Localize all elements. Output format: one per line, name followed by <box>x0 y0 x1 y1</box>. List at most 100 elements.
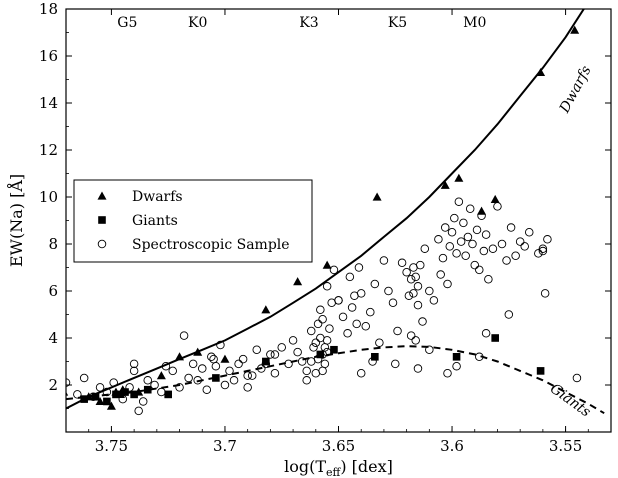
spectral-type-label: M0 <box>463 15 486 31</box>
data-point <box>325 324 334 333</box>
data-point <box>536 67 546 77</box>
data-point <box>143 376 152 385</box>
data-point <box>322 260 332 269</box>
data-point <box>481 329 491 338</box>
y-tick-label: 4 <box>48 329 58 347</box>
data-point <box>329 265 339 275</box>
x-tick-label: 3.65 <box>322 437 355 455</box>
data-point <box>493 202 502 211</box>
data-point <box>257 364 266 373</box>
data-point <box>109 378 118 387</box>
data-point <box>334 296 343 305</box>
data-point <box>506 223 516 232</box>
data-point <box>570 25 580 34</box>
legend-marker <box>97 239 107 249</box>
data-point <box>425 286 434 296</box>
data-point <box>404 291 414 300</box>
data-point <box>102 387 112 397</box>
data-point <box>361 322 371 331</box>
x-tick-label: 3.55 <box>549 437 582 455</box>
data-point <box>525 227 534 237</box>
legend-box <box>73 179 313 263</box>
data-point <box>229 376 239 385</box>
data-point <box>188 359 198 369</box>
data-point <box>343 329 352 338</box>
data-point <box>316 350 325 359</box>
data-point <box>297 357 307 366</box>
data-point <box>193 376 202 385</box>
data-point <box>129 359 139 369</box>
data-point <box>445 242 455 251</box>
y-tick-label: 2 <box>48 376 58 394</box>
legend-entry-label: Spectroscopic Sample <box>132 237 290 253</box>
data-point <box>440 223 450 232</box>
data-point <box>116 389 125 398</box>
y-tick-label: 10 <box>39 188 58 206</box>
data-point <box>491 334 499 342</box>
data-point <box>454 197 464 206</box>
data-point <box>572 373 582 383</box>
data-point <box>434 235 443 244</box>
data-point <box>402 267 411 277</box>
data-point <box>80 395 88 403</box>
data-point <box>488 244 498 253</box>
data-point <box>388 298 398 308</box>
data-point <box>406 275 416 284</box>
data-point <box>179 331 189 340</box>
data-point <box>443 279 452 289</box>
data-point <box>484 275 493 284</box>
data-point <box>409 289 418 298</box>
data-point <box>138 397 148 406</box>
data-point <box>370 279 380 289</box>
data-point <box>411 336 420 345</box>
data-point <box>472 225 482 235</box>
data-point <box>470 260 480 270</box>
spectral-type-label: K3 <box>299 15 318 31</box>
data-point <box>347 303 357 312</box>
data-point <box>456 237 466 246</box>
data-point <box>540 289 550 298</box>
data-point <box>436 270 445 279</box>
legend-entry-label: Giants <box>132 213 178 229</box>
data-point <box>468 239 477 249</box>
data-point <box>161 361 171 371</box>
data-point <box>318 366 327 376</box>
data-point <box>220 380 230 390</box>
data-point <box>234 359 243 369</box>
data-point <box>156 371 166 380</box>
data-point <box>438 253 448 263</box>
data-point <box>413 282 423 291</box>
y-axis-label: EW(Na) [Å] <box>6 174 26 267</box>
data-point <box>288 336 298 345</box>
data-point <box>277 343 286 352</box>
data-point <box>440 180 450 189</box>
data-point <box>450 213 459 223</box>
data-point <box>118 385 128 394</box>
data-point <box>320 343 330 352</box>
data-point <box>413 300 423 310</box>
data-point <box>261 305 271 314</box>
spectral-type-label: K0 <box>188 15 207 31</box>
data-point <box>225 366 234 376</box>
data-point <box>175 383 184 392</box>
data-point <box>129 366 139 376</box>
data-point <box>454 173 464 182</box>
data-point <box>302 366 311 376</box>
data-point <box>504 310 514 319</box>
x-tick-label: 3.7 <box>213 437 237 455</box>
data-point <box>143 385 152 394</box>
curve-dwarfs <box>66 9 585 410</box>
data-point <box>447 227 457 237</box>
spectral-type-label: G5 <box>117 15 137 31</box>
data-point <box>416 260 425 270</box>
data-point <box>134 406 143 416</box>
data-point <box>345 272 355 282</box>
data-point <box>477 206 487 215</box>
data-point <box>270 350 280 359</box>
data-point <box>520 242 529 251</box>
x-tick-label: 3.75 <box>95 437 128 455</box>
data-point <box>425 345 434 355</box>
legend-entry-label: Dwarfs <box>132 189 183 205</box>
data-point <box>420 244 430 253</box>
